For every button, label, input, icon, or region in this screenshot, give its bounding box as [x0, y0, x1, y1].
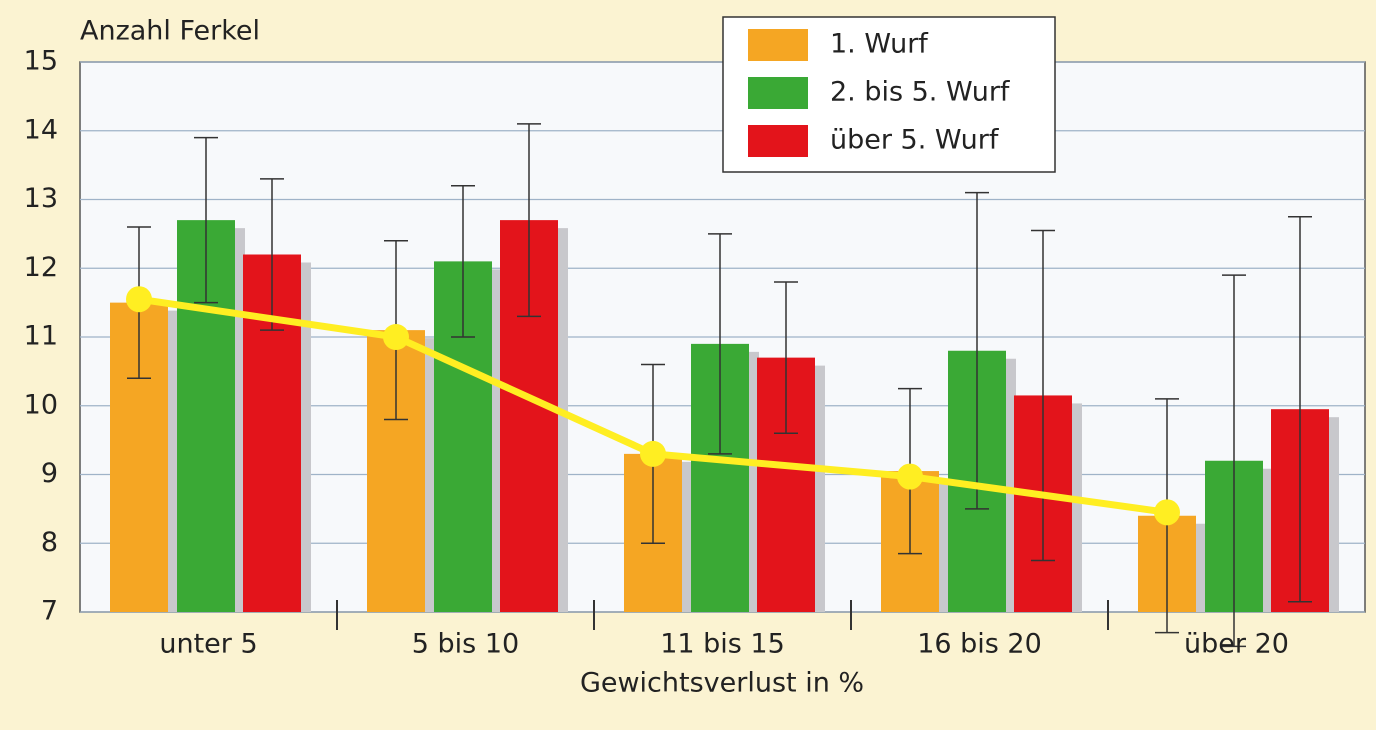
error-bar: [517, 123, 541, 318]
y-tick-label: 15: [24, 46, 58, 77]
x-axis-title: Gewichtsverlust in %: [580, 668, 864, 699]
y-tick-label: 12: [24, 252, 58, 283]
x-tick-label: 16 bis 20: [917, 629, 1042, 660]
y-tick-label: 7: [41, 596, 58, 627]
legend-swatch: [748, 125, 808, 157]
error-bar: [708, 233, 732, 455]
error-bar: [1222, 274, 1246, 648]
y-tick-label: 14: [24, 114, 58, 145]
error-bar: [451, 185, 475, 338]
x-tick-label: über 20: [1184, 629, 1289, 660]
trend-point: [897, 463, 923, 490]
error-bar: [965, 191, 989, 510]
error-bar: [194, 136, 218, 304]
x-tick-label: 5 bis 10: [412, 629, 519, 660]
error-bar: [1288, 215, 1312, 603]
x-tick-label: unter 5: [159, 629, 257, 660]
y-tick-label: 9: [41, 458, 58, 489]
y-tick-label: 8: [41, 527, 58, 558]
legend-swatch: [748, 77, 808, 109]
legend-label: 1. Wurf: [830, 29, 929, 60]
trend-point: [383, 324, 409, 350]
error-bar: [1031, 229, 1055, 562]
trend-point: [126, 286, 152, 313]
trend-point: [1154, 499, 1180, 526]
error-bar: [260, 178, 284, 331]
error-bar: [774, 281, 798, 434]
trend-point: [640, 440, 666, 467]
y-tick-label: 13: [24, 183, 58, 214]
y-tick-label: 11: [24, 321, 58, 352]
legend: 1. Wurf 2. bis 5. Wurf über 5. Wurf: [722, 16, 1056, 173]
legend-label: über 5. Wurf: [830, 125, 1000, 156]
y-axis-title: Anzahl Ferkel: [80, 16, 260, 47]
legend-label: 2. bis 5. Wurf: [830, 77, 1011, 108]
y-tick-label: 10: [24, 389, 58, 420]
x-tick-label: 11 bis 15: [660, 629, 785, 660]
legend-swatch: [748, 29, 808, 61]
